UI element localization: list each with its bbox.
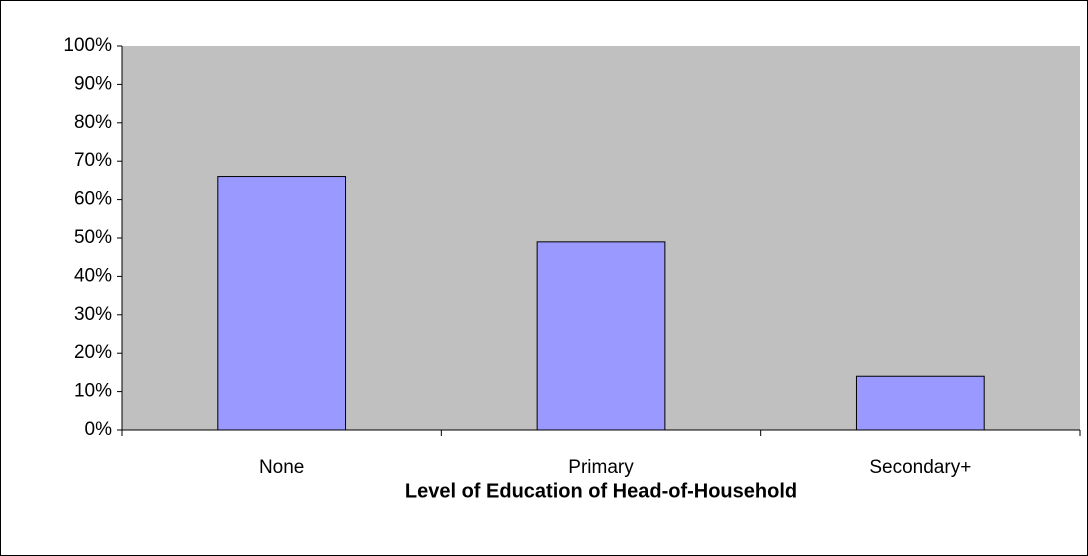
y-tick-label: 60% — [74, 189, 112, 210]
y-tick-label: 50% — [74, 227, 112, 248]
x-tick-label: None — [259, 457, 304, 478]
bar — [536, 241, 666, 431]
x-tick-label: Primary — [568, 457, 634, 478]
y-tick-label: 30% — [74, 304, 112, 325]
y-tick-label: 80% — [74, 112, 112, 133]
bar — [855, 375, 985, 431]
y-tick-label: 0% — [85, 419, 113, 440]
y-tick-label: 10% — [74, 381, 112, 402]
y-tick-label: 40% — [74, 265, 112, 286]
y-tick-label: 90% — [74, 73, 112, 94]
y-tick-label: 70% — [74, 150, 112, 171]
x-axis-label: Level of Education of Head-of-Household — [405, 480, 797, 502]
y-tick-label: 20% — [74, 342, 112, 363]
x-tick-label: Secondary+ — [869, 457, 971, 478]
bar — [217, 176, 347, 431]
y-tick-label: 100% — [63, 35, 112, 56]
